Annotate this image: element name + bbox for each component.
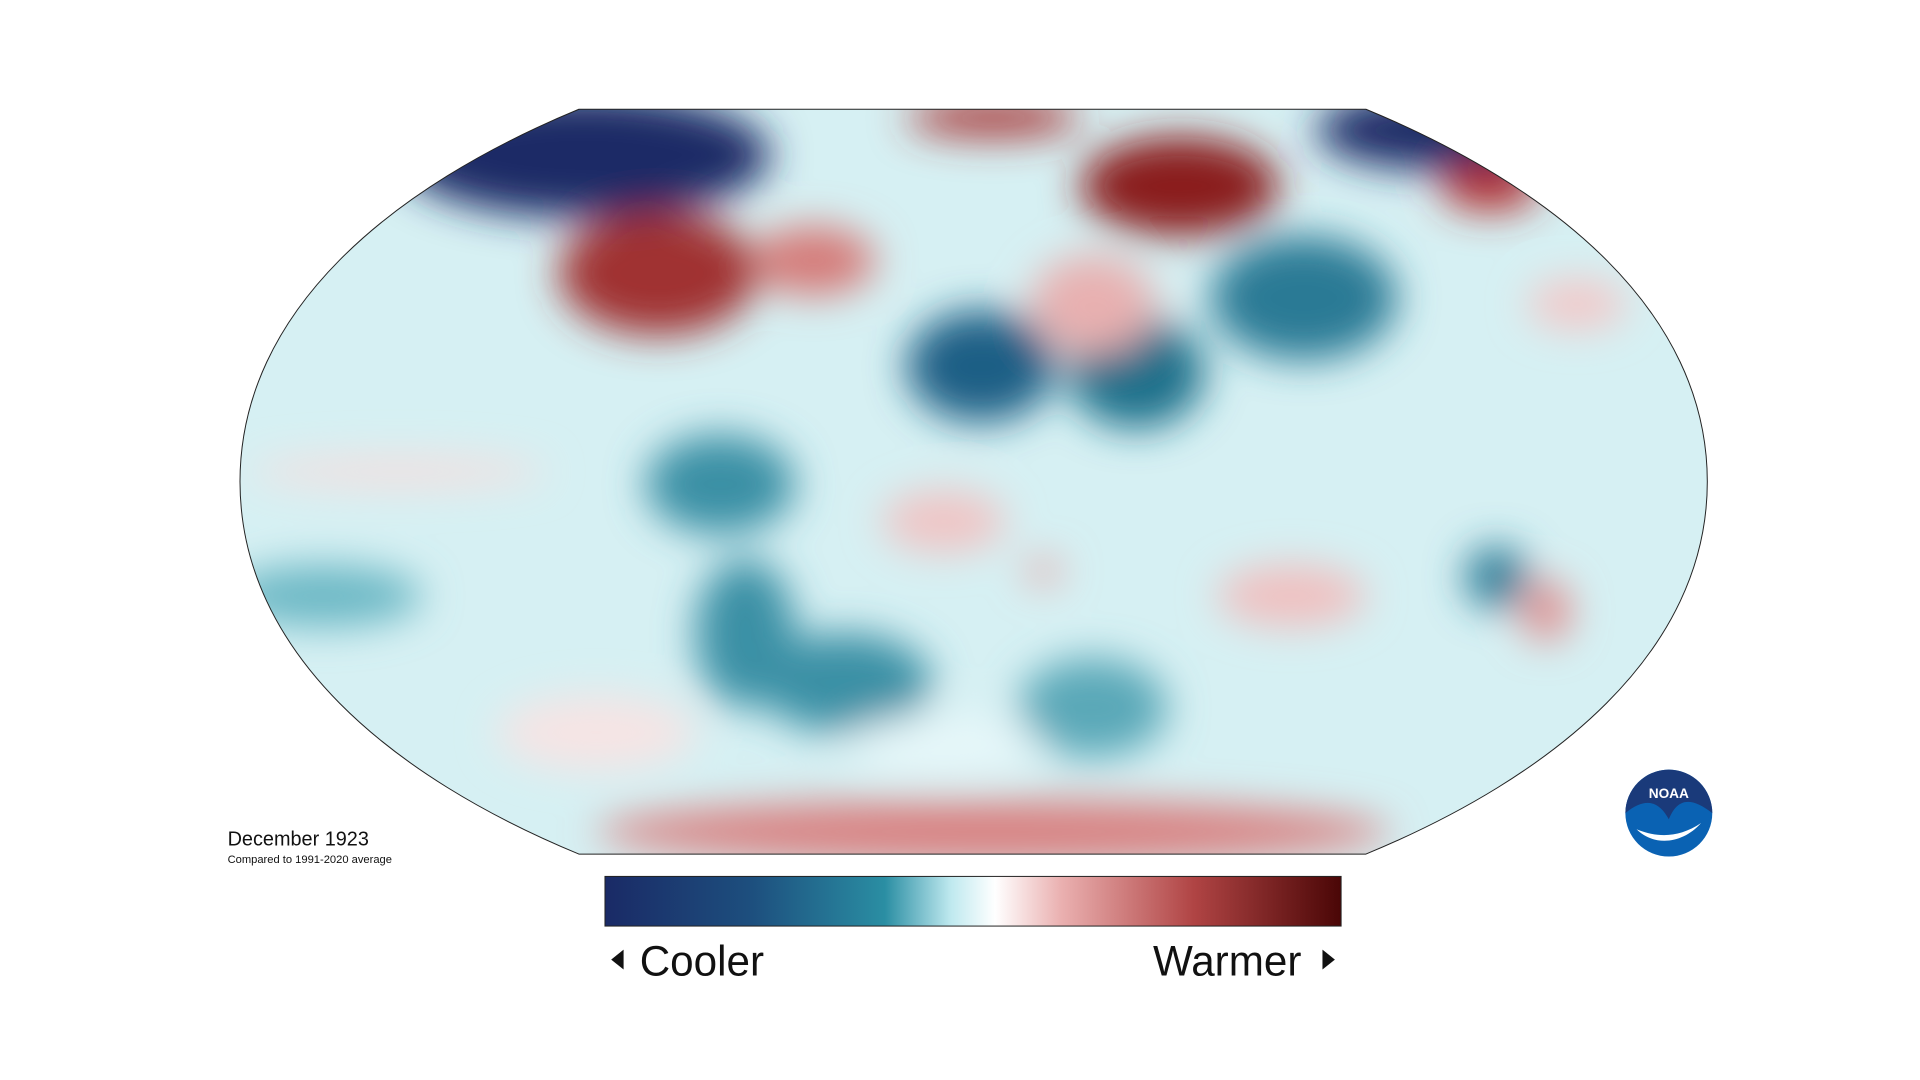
map-subtitle: Compared to 1991-2020 average [228,854,392,866]
color-bar [604,875,1342,927]
noaa-logo: NOAA [1625,769,1713,857]
left-arrow [611,949,624,970]
right-arrow [1322,949,1335,970]
logo-text: NOAA [1649,786,1689,801]
map-title: December 1923 [228,828,369,850]
cooler-label: Cooler [640,938,764,985]
map-outline [239,108,1708,855]
anomaly-map [240,109,1708,855]
warmer-label: Warmer [1153,938,1301,985]
